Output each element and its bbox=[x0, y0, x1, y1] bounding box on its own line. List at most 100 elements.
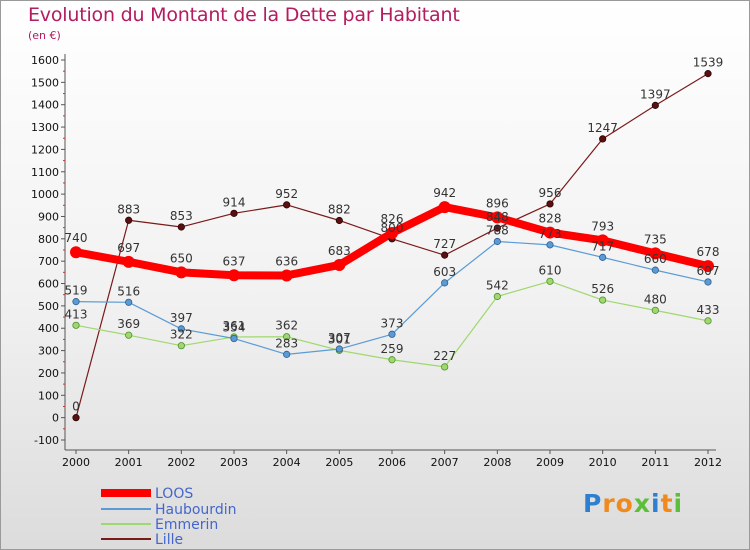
data-label-loos: 697 bbox=[117, 241, 140, 255]
legend-label-haubourdin: Haubourdin bbox=[155, 502, 236, 518]
data-point-lille bbox=[177, 223, 185, 231]
data-point-haubourdin bbox=[704, 278, 712, 286]
data-label-loos: 793 bbox=[591, 219, 614, 233]
data-label-lille: 848 bbox=[486, 210, 509, 224]
data-label-emmerin: 542 bbox=[486, 278, 509, 292]
data-label-lille: 727 bbox=[433, 237, 456, 251]
data-label-emmerin: 610 bbox=[539, 263, 562, 277]
data-point-loos bbox=[122, 255, 135, 268]
data-label-emmerin: 362 bbox=[275, 319, 298, 333]
legend-label-emmerin: Emmerin bbox=[155, 517, 218, 533]
data-point-emmerin bbox=[177, 342, 185, 350]
data-point-lille bbox=[651, 101, 659, 109]
proxiti-logo: Proxiti bbox=[583, 489, 684, 518]
data-label-loos: 683 bbox=[328, 244, 351, 258]
data-point-lille bbox=[704, 70, 712, 78]
data-label-loos: 735 bbox=[644, 232, 667, 246]
data-point-emmerin bbox=[651, 306, 659, 314]
data-label-haubourdin: 516 bbox=[117, 284, 140, 298]
data-label-haubourdin: 607 bbox=[697, 264, 720, 278]
data-point-emmerin bbox=[546, 277, 554, 285]
y-tick-label: 1500 bbox=[31, 76, 59, 89]
data-label-loos: 637 bbox=[223, 254, 246, 268]
data-point-haubourdin bbox=[388, 330, 396, 338]
y-tick-label: 600 bbox=[38, 278, 59, 291]
data-label-emmerin: 259 bbox=[381, 342, 404, 356]
x-tick-label: 2000 bbox=[62, 456, 90, 469]
data-point-loos bbox=[333, 258, 346, 271]
data-label-lille: 956 bbox=[539, 186, 562, 200]
data-point-emmerin bbox=[441, 363, 449, 371]
y-tick-label: 1000 bbox=[31, 188, 59, 201]
data-point-loos bbox=[702, 260, 714, 273]
data-point-haubourdin bbox=[546, 241, 554, 249]
y-tick-label: 800 bbox=[38, 233, 59, 246]
x-tick-label: 2012 bbox=[694, 456, 722, 469]
y-tick-label: 1600 bbox=[31, 54, 59, 67]
x-tick-label: 2008 bbox=[483, 456, 511, 469]
legend-label-loos: LOOS bbox=[155, 486, 193, 502]
data-point-haubourdin bbox=[230, 334, 238, 343]
x-tick-label: 2001 bbox=[115, 456, 143, 469]
data-label-loos: 636 bbox=[275, 254, 298, 268]
data-point-lille bbox=[72, 414, 80, 422]
data-label-lille: 914 bbox=[223, 195, 246, 209]
data-label-loos: 826 bbox=[381, 212, 404, 226]
data-label-lille: 853 bbox=[170, 209, 193, 223]
data-point-emmerin bbox=[599, 296, 607, 304]
data-point-haubourdin bbox=[177, 325, 185, 333]
data-label-haubourdin: 660 bbox=[644, 252, 667, 266]
data-labels: 0 883 853 914 952 882 800 727 848 956 1247 1397 1539… bbox=[65, 56, 724, 414]
y-tick-label: 1300 bbox=[31, 121, 59, 134]
data-point-haubourdin bbox=[493, 237, 501, 246]
y-tick-label: 0 bbox=[52, 412, 59, 425]
legend-label-lille: Lille bbox=[155, 532, 183, 548]
data-label-haubourdin: 603 bbox=[433, 265, 456, 279]
data-point-loos bbox=[70, 246, 82, 259]
x-tick-label: 2002 bbox=[167, 456, 195, 469]
data-point-haubourdin bbox=[125, 298, 133, 306]
data-label-lille: 800 bbox=[381, 221, 404, 235]
y-tick-label: 700 bbox=[38, 255, 59, 268]
data-label-loos: 740 bbox=[65, 231, 88, 245]
data-label-haubourdin: 283 bbox=[275, 336, 298, 350]
axes: -100 0 100 200 300 400 500 600 700 800 900 1000 1100… bbox=[31, 54, 722, 469]
data-label-emmerin: 322 bbox=[170, 328, 193, 342]
data-label-emmerin: 369 bbox=[117, 317, 140, 331]
data-label-loos: 896 bbox=[486, 196, 509, 210]
data-label-emmerin: 413 bbox=[65, 307, 88, 321]
data-point-loos bbox=[491, 211, 504, 224]
y-tick-label: 300 bbox=[38, 345, 59, 358]
data-point-lille bbox=[441, 251, 449, 259]
data-point-emmerin bbox=[72, 321, 80, 329]
data-point-haubourdin bbox=[335, 345, 343, 353]
x-tick-label: 2006 bbox=[378, 456, 406, 469]
data-point-loos bbox=[228, 269, 240, 282]
data-label-lille: 1539 bbox=[693, 56, 724, 70]
y-tick-label: 400 bbox=[38, 322, 59, 335]
x-tick-label: 2007 bbox=[431, 456, 459, 469]
data-point-lille bbox=[125, 216, 133, 224]
data-label-emmerin: 301 bbox=[328, 332, 351, 346]
data-label-emmerin: 480 bbox=[644, 292, 667, 306]
data-label-lille: 952 bbox=[275, 187, 298, 201]
data-label-lille: 883 bbox=[117, 202, 140, 216]
data-label-haubourdin: 354 bbox=[223, 321, 246, 335]
y-tick-label: 1400 bbox=[31, 99, 59, 112]
data-label-lille: 882 bbox=[328, 202, 351, 216]
chart-title: Evolution du Montant de la Dette par Hab… bbox=[28, 4, 460, 26]
data-point-haubourdin bbox=[72, 298, 80, 306]
data-label-emmerin: 361 bbox=[223, 319, 246, 333]
y-tick-label: 900 bbox=[38, 210, 59, 223]
data-point-emmerin bbox=[388, 356, 396, 364]
data-point-haubourdin bbox=[599, 253, 607, 261]
data-point-loos bbox=[596, 234, 609, 247]
data-label-loos: 942 bbox=[433, 186, 456, 200]
data-point-loos bbox=[438, 201, 451, 214]
y-tick-label: 1100 bbox=[31, 166, 59, 179]
x-tick-label: 2003 bbox=[220, 456, 248, 469]
data-point-emmerin bbox=[704, 317, 712, 325]
data-point-emmerin bbox=[125, 331, 133, 339]
